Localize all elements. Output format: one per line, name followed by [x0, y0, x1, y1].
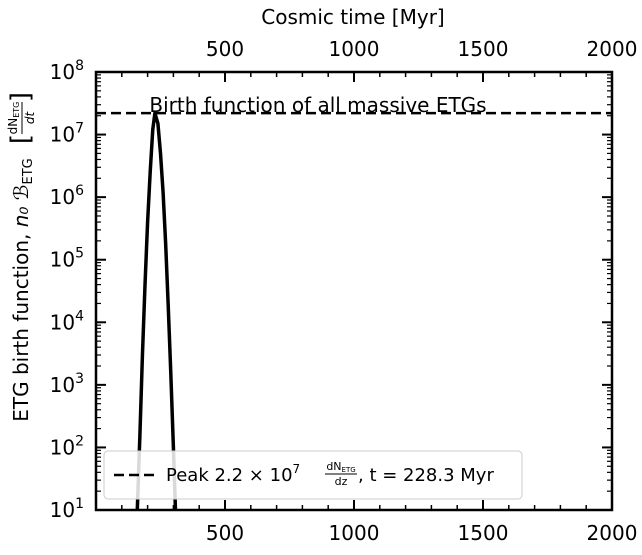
y-tick-label-3: 103 [50, 371, 84, 397]
legend-frac-num: dN [326, 460, 341, 473]
y-label-frac-num: dN [6, 118, 20, 135]
y-label-frac-num-sub: ETG [12, 102, 21, 118]
y-axis-label: ETG birth function, n₀ ℬETG dNETG dt [ ] [6, 92, 37, 422]
svg-text:Peak 2.2 × 107: Peak 2.2 × 107 [166, 462, 300, 486]
legend-exponent: 7 [293, 462, 301, 476]
y-label-frac-den: dt [23, 111, 37, 125]
y-tick-label-2: 102 [50, 433, 84, 459]
x-tick-label-top-2000: 2000 [587, 37, 638, 61]
x-tick-label-top-1500: 1500 [458, 37, 509, 61]
plot-title: Birth function of all massive ETGs [149, 93, 486, 117]
y-axis-label-main: ETG birth function, [9, 227, 33, 421]
y-tick-label-8: 108 [50, 58, 84, 84]
y-tick-label-1: 101 [50, 496, 84, 522]
y-axis-label-symbol: n₀ ℬ [9, 184, 33, 227]
x-tick-label-top-1000: 1000 [329, 37, 380, 61]
x-tick-label-bottom-2000: 2000 [587, 521, 638, 545]
legend: Peak 2.2 × 107 dNETG dz , t = 228.3 Myr [103, 450, 523, 500]
svg-text:dNETG: dNETG [6, 102, 21, 135]
legend-text-after: , t = 228.3 Myr [358, 465, 494, 486]
svg-text:[: [ [6, 134, 36, 144]
legend-box [103, 450, 523, 500]
y-axis-label-fraction: dNETG dt [ ] [6, 92, 37, 144]
x-tick-label-bottom-1500: 1500 [458, 521, 509, 545]
x-tick-label-bottom-1000: 1000 [329, 521, 380, 545]
svg-text:dNETG: dNETG [326, 460, 355, 474]
x-tick-label-bottom-500: 500 [206, 521, 244, 545]
y-tick-label-5: 105 [50, 246, 84, 272]
legend-frac-den: dz [335, 475, 348, 488]
top-axis-label: Cosmic time [Myr] [261, 5, 444, 29]
y-axis-label-sub: ETG [21, 158, 36, 184]
svg-text:ETG birth function, n₀ ℬETG: ETG birth function, n₀ ℬETG [9, 158, 36, 422]
legend-fraction: dNETG dz [325, 460, 357, 488]
y-tick-label-4: 104 [50, 308, 84, 334]
legend-text-before: Peak 2.2 × 10 [166, 465, 293, 486]
legend-frac-num-sub: ETG [342, 466, 356, 474]
svg-text:]: ] [6, 92, 36, 102]
y-tick-label-6: 106 [50, 183, 84, 209]
x-tick-label-top-500: 500 [206, 37, 244, 61]
y-tick-label-7: 107 [50, 121, 84, 147]
birth-function-curve [135, 111, 178, 510]
